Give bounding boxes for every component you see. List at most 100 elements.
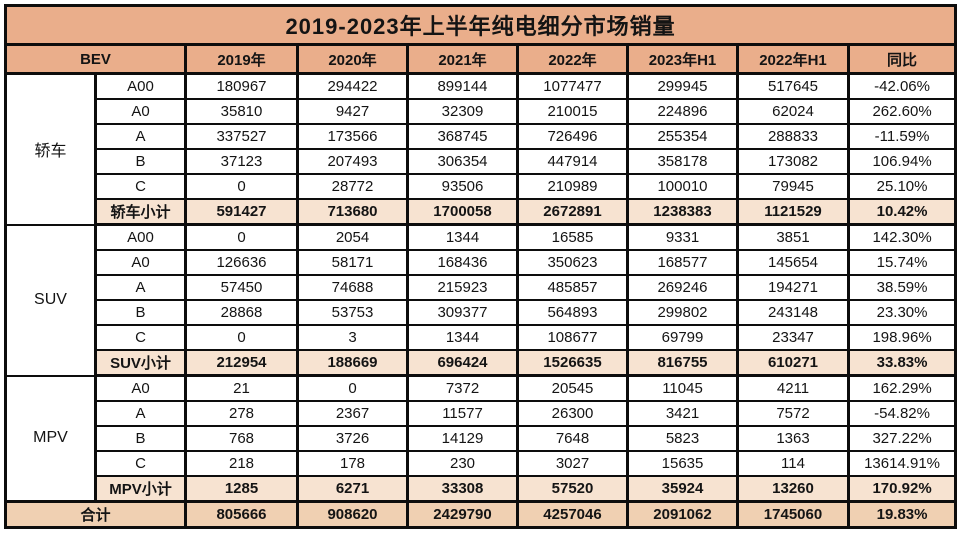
subtotal-value: 1285 <box>184 475 299 503</box>
column-header-2021: 2021年 <box>406 43 519 75</box>
value-cell: 15635 <box>626 450 739 477</box>
subtotal-value: 33308 <box>406 475 519 503</box>
value-cell: 32309 <box>406 98 519 125</box>
column-header-2023h1: 2023年H1 <box>626 43 739 75</box>
value-cell: 2367 <box>296 400 409 427</box>
value-cell: 11577 <box>406 400 519 427</box>
subtotal-value: 33.83% <box>846 349 958 377</box>
segment-cell: A <box>94 274 187 301</box>
value-cell: 173566 <box>296 123 409 150</box>
value-cell: 168577 <box>626 249 739 276</box>
value-cell: 28772 <box>296 173 409 200</box>
value-cell: 7648 <box>516 425 629 452</box>
value-cell: 74688 <box>296 274 409 301</box>
total-value: 4257046 <box>516 500 629 529</box>
table-title: 2019-2023年上半年纯电细分市场销量 <box>3 4 958 46</box>
value-cell: 57450 <box>184 274 299 301</box>
value-cell: 194271 <box>736 274 850 301</box>
data-row: 轿车 A00 180967 294422 899144 1077477 299945 5176… <box>4 72 958 226</box>
value-cell: 3027 <box>516 450 629 477</box>
data-row: A 57450 74688 215923 485857 269246 194271 38.59… <box>6 274 958 301</box>
value-cell: 108677 <box>516 324 629 351</box>
value-cell: 299802 <box>626 299 739 326</box>
value-cell: 11045 <box>626 374 739 402</box>
value-cell: 3851 <box>736 223 850 251</box>
value-cell: 5823 <box>626 425 739 452</box>
subtotal-label: SUV小计 <box>94 349 187 377</box>
value-cell: 1077477 <box>516 72 629 100</box>
value-cell: 23347 <box>736 324 850 351</box>
value-cell: 58171 <box>296 249 409 276</box>
bev-sales-table: 2019-2023年上半年纯电细分市场销量 BEV 2019年 2020年 20… <box>3 4 958 529</box>
subtotal-label: 轿车小计 <box>94 198 187 226</box>
subtotal-value: 713680 <box>296 198 409 226</box>
table-body: 轿车 A00 180967 294422 899144 1077477 299945 5176… <box>4 72 958 529</box>
data-row: B 28868 53753 309377 564893 299802 243148 23.30… <box>6 299 958 326</box>
value-cell: 215923 <box>406 274 519 301</box>
column-header-2022: 2022年 <box>516 43 629 75</box>
segment-cell: A0 <box>94 249 187 276</box>
subtotal-value: 1700058 <box>406 198 519 226</box>
column-header-2020: 2020年 <box>296 43 409 75</box>
value-cell: 350623 <box>516 249 629 276</box>
value-cell: 9427 <box>296 98 409 125</box>
subtotal-value: 6271 <box>296 475 409 503</box>
column-header-2022h1: 2022年H1 <box>736 43 850 75</box>
header-row: BEV 2019年 2020年 2021年 2022年 2023年H1 2022… <box>4 43 958 75</box>
value-cell: 207493 <box>296 148 409 175</box>
value-cell: 726496 <box>516 123 629 150</box>
value-cell: 168436 <box>406 249 519 276</box>
value-cell: 0 <box>184 173 299 200</box>
value-cell: 26300 <box>516 400 629 427</box>
subtotal-value: 170.92% <box>846 475 958 503</box>
data-row: C 0 28772 93506 210989 100010 79945 25.10% <box>6 173 958 200</box>
value-cell: 269246 <box>626 274 739 301</box>
subtotal-value: 591427 <box>184 198 299 226</box>
data-row: C 218 178 230 3027 15635 114 13614.91% <box>6 450 958 477</box>
value-cell: 899144 <box>406 72 519 100</box>
segment-cell: B <box>94 299 187 326</box>
value-cell: 162.29% <box>846 374 958 402</box>
subtotal-value: 35924 <box>626 475 739 503</box>
value-cell: 93506 <box>406 173 519 200</box>
value-cell: 230 <box>406 450 519 477</box>
total-value: 908620 <box>296 500 409 529</box>
value-cell: 4211 <box>736 374 850 402</box>
value-cell: 1363 <box>736 425 850 452</box>
data-row: B 768 3726 14129 7648 5823 1363 327.22% <box>6 425 958 452</box>
value-cell: 16585 <box>516 223 629 251</box>
segment-cell: C <box>94 450 187 477</box>
value-cell: 3 <box>296 324 409 351</box>
value-cell: 15.74% <box>846 249 958 276</box>
subtotal-value: 57520 <box>516 475 629 503</box>
value-cell: 106.94% <box>846 148 958 175</box>
group-cell: MPV <box>4 374 97 503</box>
value-cell: 3726 <box>296 425 409 452</box>
value-cell: 7572 <box>736 400 850 427</box>
group-cell: 轿车 <box>4 72 97 226</box>
data-row: MPV A0 21 0 7372 20545 11045 4211 162.29% <box>4 374 958 503</box>
value-cell: 173082 <box>736 148 850 175</box>
data-row: B 37123 207493 306354 447914 358178 173082 106.… <box>6 148 958 175</box>
total-value: 2429790 <box>406 500 519 529</box>
subtotal-value: 10.42% <box>846 198 958 226</box>
group-cell: SUV <box>4 223 97 377</box>
value-cell: 178 <box>296 450 409 477</box>
segment-cell: A00 <box>94 72 187 100</box>
value-cell: 37123 <box>184 148 299 175</box>
value-cell: -11.59% <box>846 123 958 150</box>
value-cell: 337527 <box>184 123 299 150</box>
value-cell: 0 <box>296 374 409 402</box>
value-cell: 210989 <box>516 173 629 200</box>
subtotal-value: 816755 <box>626 349 739 377</box>
segment-cell: A <box>94 123 187 150</box>
value-cell: 768 <box>184 425 299 452</box>
value-cell: 3421 <box>626 400 739 427</box>
data-row: A0 35810 9427 32309 210015 224896 62024 262.60% <box>6 98 958 125</box>
value-cell: 224896 <box>626 98 739 125</box>
value-cell: 327.22% <box>846 425 958 452</box>
value-cell: 198.96% <box>846 324 958 351</box>
data-row: C 0 3 1344 108677 69799 23347 198.96% <box>6 324 958 351</box>
value-cell: -42.06% <box>846 72 958 100</box>
value-cell: 145654 <box>736 249 850 276</box>
